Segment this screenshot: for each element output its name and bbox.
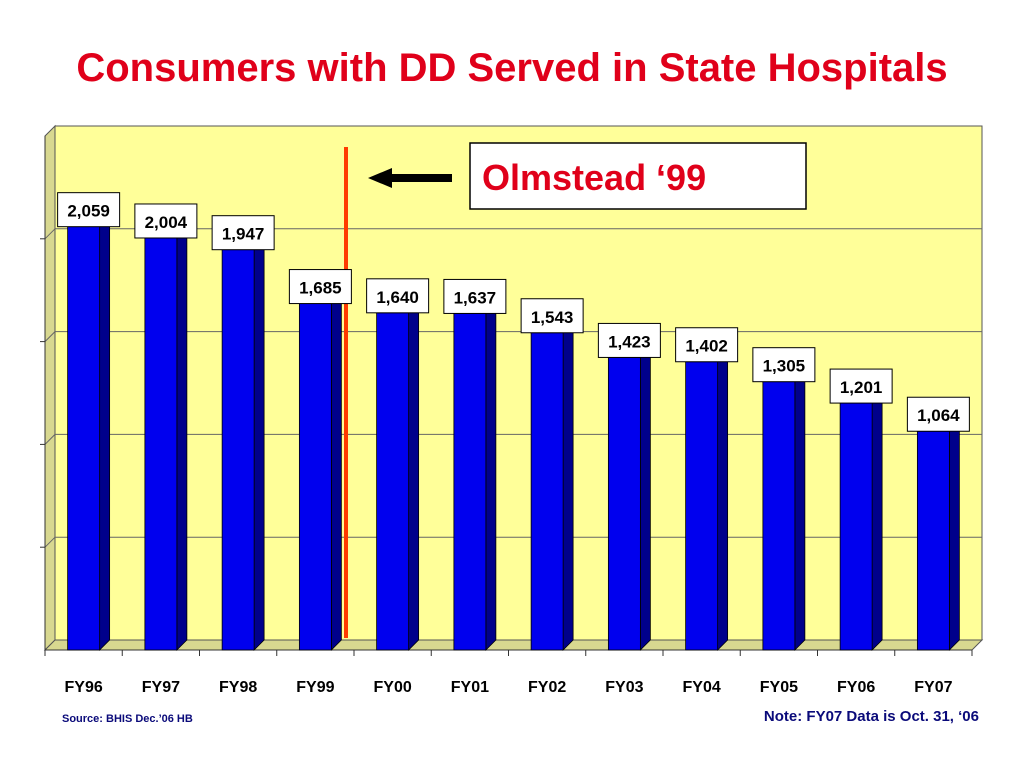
arrow-head: [368, 168, 392, 188]
value-label-box: [906, 396, 970, 432]
x-tick-labels: FY96 FY97 FY98 FY99 FY00 FY01 FY02 FY03 FY04 FY05…: [65, 679, 953, 696]
bars: [66, 215, 961, 651]
x-tick-label-fy00: FY00: [374, 679, 412, 696]
gridline-side: [44, 331, 56, 342]
value-label-box: [288, 269, 352, 305]
x-tick-label-fy04: FY04: [683, 679, 721, 696]
value-label-box: [211, 215, 275, 251]
bar-fy99: [298, 303, 332, 651]
footnote: Note: FY07 Data is Oct. 31, ‘06: [763, 708, 979, 725]
x-tick-label-fy03: FY03: [605, 679, 643, 696]
x-tick-label-fy98: FY98: [219, 679, 257, 696]
value-label-box: [597, 322, 661, 358]
gridline-side: [44, 434, 56, 445]
value-label-box: [443, 278, 507, 314]
bar-fy97: [144, 237, 178, 651]
bar-side-fy01: [485, 302, 497, 651]
value-label-box: [366, 278, 430, 314]
bar-side-fy98: [253, 238, 265, 651]
gridline-side: [44, 536, 56, 548]
bar-side-fy03: [639, 346, 651, 651]
bar-fy07: [916, 430, 950, 651]
value-label-fy01: 1,637: [454, 288, 497, 307]
value-labels: 2,059 2,004 1,947 1,685 1,640 1,637 1,543 1,423…: [57, 192, 970, 432]
value-label-fy00: 1,640: [376, 288, 419, 307]
x-tick-label-fy05: FY05: [760, 679, 798, 696]
x-tick-label-fy06: FY06: [837, 679, 875, 696]
plot-side-wall: [44, 124, 56, 652]
axis: [44, 136, 973, 656]
value-label-box: [752, 347, 816, 383]
x-tick-label-fy07: FY07: [914, 679, 952, 696]
source-note: Source: BHIS Dec.’06 HB: [62, 713, 193, 725]
x-tick-label-fy02: FY02: [528, 679, 566, 696]
annotation-box: [469, 142, 807, 210]
bar-side-fy06: [871, 392, 883, 651]
bar-fy00: [376, 312, 410, 651]
bar-side-fy05: [794, 370, 806, 651]
value-label-fy07: 1,064: [917, 406, 960, 425]
bar-fy98: [221, 249, 255, 651]
value-label-box: [829, 368, 893, 404]
value-label-fy99: 1,685: [299, 279, 342, 298]
bar-side-fy04: [717, 350, 729, 651]
value-label-fy96: 2,059: [67, 202, 110, 221]
bar-fy04: [685, 361, 719, 651]
plot-back-wall: [54, 125, 983, 641]
value-label-fy06: 1,201: [840, 378, 883, 397]
bar-side-fy07: [948, 420, 960, 651]
grid-lines: [40, 228, 982, 548]
bar-fy01: [453, 313, 487, 651]
x-tick-label-fy97: FY97: [142, 679, 180, 696]
bar-side-fy96: [99, 215, 111, 651]
bar-fy03: [607, 357, 641, 651]
bar-fy96: [67, 226, 101, 651]
value-label-fy98: 1,947: [222, 225, 265, 244]
value-label-box: [57, 192, 121, 228]
value-label-box: [675, 327, 739, 363]
annotation: Olmstead ‘99: [368, 142, 807, 210]
value-label-fy02: 1,543: [531, 308, 574, 327]
x-tick-label-fy01: FY01: [451, 679, 489, 696]
value-label-fy97: 2,004: [145, 213, 188, 232]
value-label-fy05: 1,305: [763, 357, 806, 376]
page-title: Consumers with DD Served in State Hospit…: [76, 46, 948, 90]
bar-fy05: [762, 381, 796, 651]
bar-side-fy00: [408, 301, 420, 651]
bar-side-fy97: [176, 227, 188, 651]
annotation-text: Olmstead ‘99: [482, 157, 706, 198]
bar-side-fy99: [330, 292, 342, 651]
x-tick-label-fy96: FY96: [65, 679, 103, 696]
value-label-box: [134, 203, 198, 239]
bar-side-fy02: [562, 321, 574, 651]
value-label-fy04: 1,402: [685, 337, 728, 356]
value-label-fy03: 1,423: [608, 332, 651, 351]
bar-fy02: [530, 332, 564, 651]
bar-fy06: [839, 402, 873, 651]
gridline-side: [44, 228, 56, 240]
x-tick-label-fy99: FY99: [296, 679, 334, 696]
value-label-box: [520, 298, 584, 334]
